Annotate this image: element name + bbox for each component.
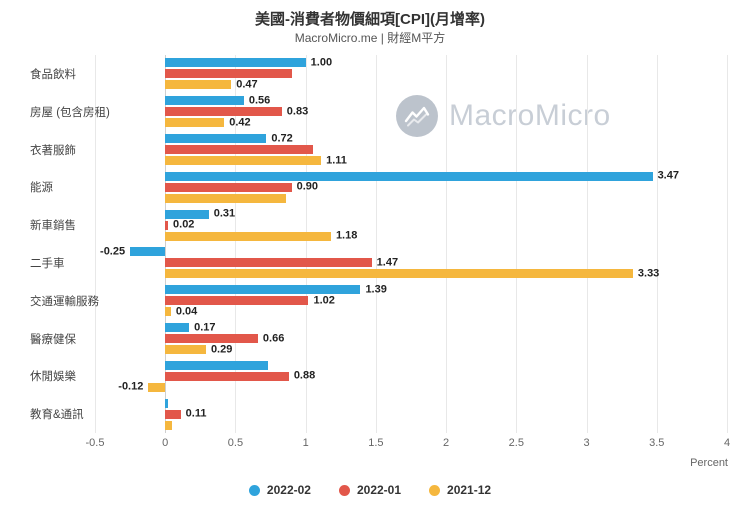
bar-value-label: 1.11 bbox=[326, 154, 347, 166]
bar-2022-01-2[interactable] bbox=[165, 145, 313, 154]
bar-2022-02-0[interactable] bbox=[165, 58, 306, 68]
bar-value-label: 0.17 bbox=[194, 321, 216, 333]
x-tick-label: 0 bbox=[162, 437, 169, 449]
bar-value-label: 0.29 bbox=[210, 343, 233, 355]
x-tick-label: 3 bbox=[583, 437, 590, 449]
bar-value-label: 1.47 bbox=[376, 256, 399, 269]
bar-2022-02-7[interactable] bbox=[165, 323, 190, 332]
bar-2021-12-9[interactable] bbox=[165, 420, 173, 430]
bar-2022-01-4[interactable] bbox=[165, 220, 169, 230]
legend-label: 2022-01 bbox=[356, 483, 402, 497]
bar-2022-01-7[interactable] bbox=[165, 334, 258, 343]
gridline bbox=[516, 55, 518, 433]
bar-2021-12-7[interactable] bbox=[165, 345, 206, 354]
legend-label: 2021-12 bbox=[447, 483, 492, 497]
bar-value-label: 0.56 bbox=[248, 94, 271, 107]
category-label: 教育&通訊 bbox=[30, 409, 84, 422]
bar-value-label: 1.02 bbox=[313, 294, 335, 307]
bar-2022-01-3[interactable] bbox=[165, 182, 292, 192]
bar-value-label: 3.47 bbox=[657, 169, 679, 182]
bar-2021-12-2[interactable] bbox=[165, 156, 322, 165]
bar-value-label: 0.83 bbox=[286, 105, 309, 118]
bar-2021-12-1[interactable] bbox=[165, 118, 225, 128]
category-label: 休閒娛樂 bbox=[30, 371, 76, 384]
bar-value-label: -0.25 bbox=[100, 245, 126, 258]
plot-area: 1.00 0.47 0.56 0.83 0.42 0.72 1.11 3.47 0.90 0.31… bbox=[95, 55, 728, 433]
x-tick-label: 1.5 bbox=[368, 437, 384, 449]
page-title: 美國-消費者物價細項[CPI](月增率) bbox=[255, 11, 485, 28]
bar-2022-02-2[interactable] bbox=[165, 134, 267, 143]
legend-item-2021-12[interactable]: 2021-12 bbox=[429, 483, 491, 497]
category-label: 食品飲料 bbox=[30, 68, 76, 81]
category-label: 房屋 (包含房租) bbox=[30, 106, 110, 119]
legend-label: 2022-02 bbox=[266, 483, 311, 497]
legend-dot-icon bbox=[338, 484, 350, 496]
bar-2022-02-5[interactable] bbox=[130, 247, 166, 257]
x-tick-label: 2 bbox=[443, 437, 450, 449]
bar-value-label: 1.18 bbox=[335, 229, 358, 242]
bar-value-label: 0.66 bbox=[262, 332, 285, 344]
bar-value-label: 0.02 bbox=[173, 218, 195, 231]
bar-value-label: 1.39 bbox=[365, 283, 387, 296]
bar-2021-12-5[interactable] bbox=[165, 269, 633, 279]
bar-2022-02-3[interactable] bbox=[165, 171, 653, 181]
category-label: 衣著服飾 bbox=[30, 144, 76, 157]
gridline bbox=[235, 55, 237, 433]
legend-item-2022-01[interactable]: 2022-01 bbox=[338, 483, 402, 497]
bar-2022-01-6[interactable] bbox=[165, 296, 309, 306]
gridline bbox=[446, 55, 448, 433]
gridline bbox=[586, 55, 588, 433]
x-tick-label: 4 bbox=[723, 437, 731, 449]
bar-2022-01-0[interactable] bbox=[165, 69, 292, 79]
bar-value-label: 0.90 bbox=[296, 180, 319, 193]
x-tick-label: 3.5 bbox=[649, 437, 665, 449]
x-tick-label: 2.5 bbox=[508, 437, 524, 449]
bar-2022-02-6[interactable] bbox=[165, 285, 361, 295]
bar-value-label: 0.04 bbox=[175, 305, 198, 318]
bar-value-label: 1.00 bbox=[310, 56, 333, 69]
gridline bbox=[727, 55, 728, 433]
bar-value-label: 0.42 bbox=[229, 116, 251, 129]
bar-2021-12-0[interactable] bbox=[165, 80, 232, 90]
bar-2021-12-3[interactable] bbox=[165, 193, 286, 203]
bar-value-label: 0.31 bbox=[213, 207, 236, 220]
bar-value-label: -0.12 bbox=[118, 380, 144, 393]
bar-2022-02-1[interactable] bbox=[165, 96, 244, 106]
x-tick-label: 1 bbox=[302, 437, 309, 449]
bar-value-label: 0.72 bbox=[271, 132, 293, 144]
x-tick-label: 0.5 bbox=[227, 437, 244, 449]
page-subtitle: MacroMicro.me | 財經M平方 bbox=[294, 31, 446, 45]
x-tick-label: -0.5 bbox=[85, 437, 105, 449]
bar-2022-02-4[interactable] bbox=[165, 209, 209, 219]
legend-item-2022-02[interactable]: 2022-02 bbox=[248, 483, 311, 497]
bar-value-label: 3.33 bbox=[637, 267, 660, 280]
gridline bbox=[375, 55, 377, 433]
legend-dot-icon bbox=[429, 484, 441, 496]
category-label: 新車銷售 bbox=[30, 220, 76, 233]
bar-2021-12-8[interactable] bbox=[148, 382, 166, 392]
bar-2022-01-5[interactable] bbox=[165, 258, 372, 268]
x-axis-title: Percent bbox=[690, 457, 728, 469]
category-label: 醫療健保 bbox=[30, 333, 76, 346]
bar-2022-01-1[interactable] bbox=[165, 107, 282, 117]
bar-2022-01-9[interactable] bbox=[165, 409, 181, 419]
bar-2022-01-8[interactable] bbox=[165, 371, 289, 381]
bar-value-label: 0.47 bbox=[236, 78, 258, 91]
bar-2021-12-6[interactable] bbox=[165, 307, 171, 317]
gridline bbox=[95, 55, 96, 433]
category-label: 交通運輸服務 bbox=[30, 295, 99, 308]
bar-value-label: 0.88 bbox=[293, 369, 316, 382]
legend: 2022-02 2022-01 2021-12 bbox=[0, 483, 740, 497]
legend-dot-icon bbox=[248, 484, 260, 496]
bar-2021-12-4[interactable] bbox=[165, 231, 331, 241]
zero-axis-line bbox=[165, 55, 167, 433]
category-label: 能源 bbox=[30, 182, 53, 195]
bar-2022-02-9[interactable] bbox=[165, 398, 169, 408]
gridline bbox=[656, 55, 658, 433]
bar-2022-02-8[interactable] bbox=[165, 360, 268, 370]
bar-value-label: 0.11 bbox=[185, 407, 207, 420]
category-label: 二手車 bbox=[30, 257, 65, 270]
gridline bbox=[305, 55, 307, 433]
